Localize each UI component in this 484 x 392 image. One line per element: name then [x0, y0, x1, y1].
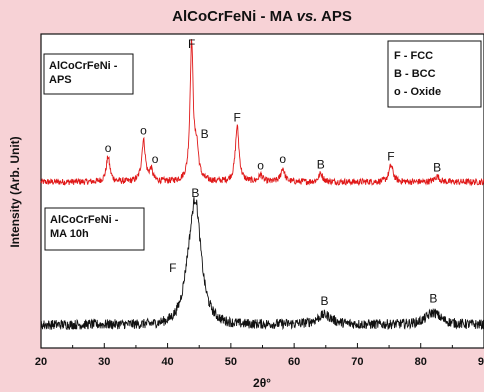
x-axis: 20 30 40 50 60 70 80 90	[35, 343, 484, 368]
x-tick-label: 80	[415, 356, 427, 368]
y-axis-label: Intensity (Arb. Unit)	[8, 136, 22, 247]
series-layer	[40, 39, 484, 331]
peak-label: o	[140, 124, 147, 138]
x-tick-label: 30	[98, 356, 110, 368]
peak-label: F	[234, 110, 241, 124]
series-label-text: MA 10h	[50, 228, 89, 240]
peak-label: F	[169, 261, 176, 275]
peak-label: B	[317, 158, 325, 172]
legend-box	[387, 40, 482, 108]
peak-label: B	[429, 292, 437, 306]
legend-entry: o - Oxide	[394, 86, 441, 98]
series-label-boxes: AlCoCrFeNi - APS AlCoCrFeNi - MA 10h	[43, 53, 145, 251]
peak-label: o	[152, 152, 159, 166]
peak-label: B	[201, 127, 209, 141]
peak-label: B	[433, 160, 441, 174]
peak-label: o	[279, 152, 286, 166]
x-tick-label: 50	[225, 356, 237, 368]
x-tick-label: 70	[351, 356, 363, 368]
peak-label: F	[387, 149, 394, 163]
peak-label: B	[191, 186, 199, 200]
x-tick-label: 60	[288, 356, 300, 368]
series-label-text: AlCoCrFeNi -	[50, 214, 119, 226]
peak-label: F	[188, 37, 195, 51]
x-tick-label: 40	[161, 356, 173, 368]
x-axis-label: 2θ°	[253, 376, 271, 390]
peak-label: o	[105, 141, 112, 155]
series-label-text: APS	[49, 74, 72, 86]
legend: F - FCC B - BCC o - Oxide	[387, 40, 482, 108]
x-tick-label: 90	[478, 356, 484, 368]
series-label-box	[43, 53, 134, 95]
chart-title: AlCoCrFeNi - MA vs. APS	[172, 8, 352, 25]
legend-entry: F - FCC	[394, 50, 433, 62]
series-label-text: AlCoCrFeNi -	[49, 60, 118, 72]
series-line	[40, 39, 484, 187]
peak-label: B	[321, 294, 329, 308]
legend-entry: B - BCC	[394, 68, 436, 80]
x-tick-label: 20	[35, 356, 47, 368]
series-label-box	[44, 207, 145, 251]
peak-label: o	[257, 158, 264, 172]
series-line	[40, 197, 484, 331]
